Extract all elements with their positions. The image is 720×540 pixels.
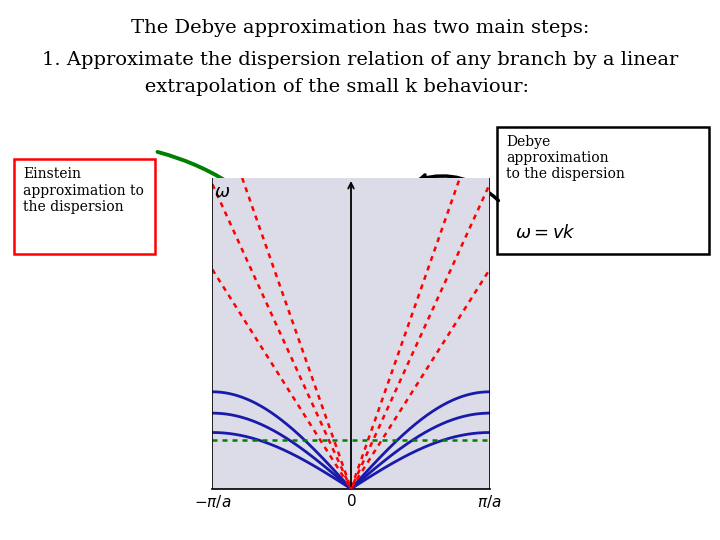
Text: extrapolation of the small k behaviour:: extrapolation of the small k behaviour: [126, 78, 529, 96]
FancyBboxPatch shape [14, 159, 155, 254]
Text: Debye
approximation
to the dispersion: Debye approximation to the dispersion [506, 135, 625, 181]
Text: $\omega$: $\omega$ [214, 183, 230, 201]
FancyBboxPatch shape [497, 127, 709, 254]
Text: $\omega = vk$: $\omega = vk$ [515, 224, 575, 242]
Text: Einstein
approximation to
the dispersion: Einstein approximation to the dispersion [23, 167, 144, 214]
Text: 1. Approximate the dispersion relation of any branch by a linear: 1. Approximate the dispersion relation o… [42, 51, 678, 69]
Text: The Debye approximation has two main steps:: The Debye approximation has two main ste… [131, 19, 589, 37]
